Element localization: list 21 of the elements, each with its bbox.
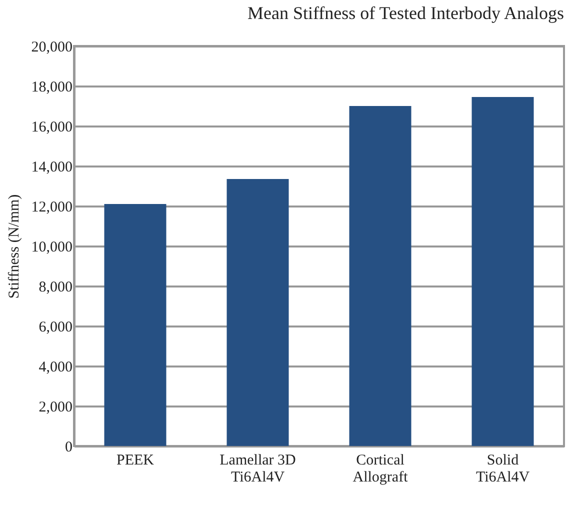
y-tick-label: 12,000 (31, 200, 72, 216)
y-tick-label: 0 (65, 440, 72, 456)
bar (226, 179, 289, 446)
y-tick-label: 10,000 (31, 240, 72, 256)
chart-title: Mean Stiffness of Tested Interbody Analogs (247, 3, 564, 23)
y-axis-title: Stiffness (N/mm) (6, 194, 22, 299)
y-tick-label: 18,000 (31, 80, 72, 96)
bar (104, 204, 166, 446)
y-tick-label: 20,000 (31, 40, 72, 56)
bar (472, 97, 534, 446)
x-tick-label: Cortical Allograft (352, 452, 409, 486)
y-tick-label: 8,000 (38, 280, 72, 296)
y-tick-label: 16,000 (31, 120, 72, 136)
y-tick-label: 14,000 (31, 160, 72, 176)
x-tick-label: Solid Ti6Al4V (476, 452, 530, 486)
x-tick-label: PEEK (116, 452, 154, 468)
y-tick-label: 2,000 (38, 400, 72, 416)
bar (349, 106, 412, 446)
y-tick-label: 6,000 (38, 320, 72, 336)
x-tick-label: Lamellar 3D Ti6Al4V (220, 452, 296, 486)
y-tick-label: 4,000 (38, 360, 72, 376)
